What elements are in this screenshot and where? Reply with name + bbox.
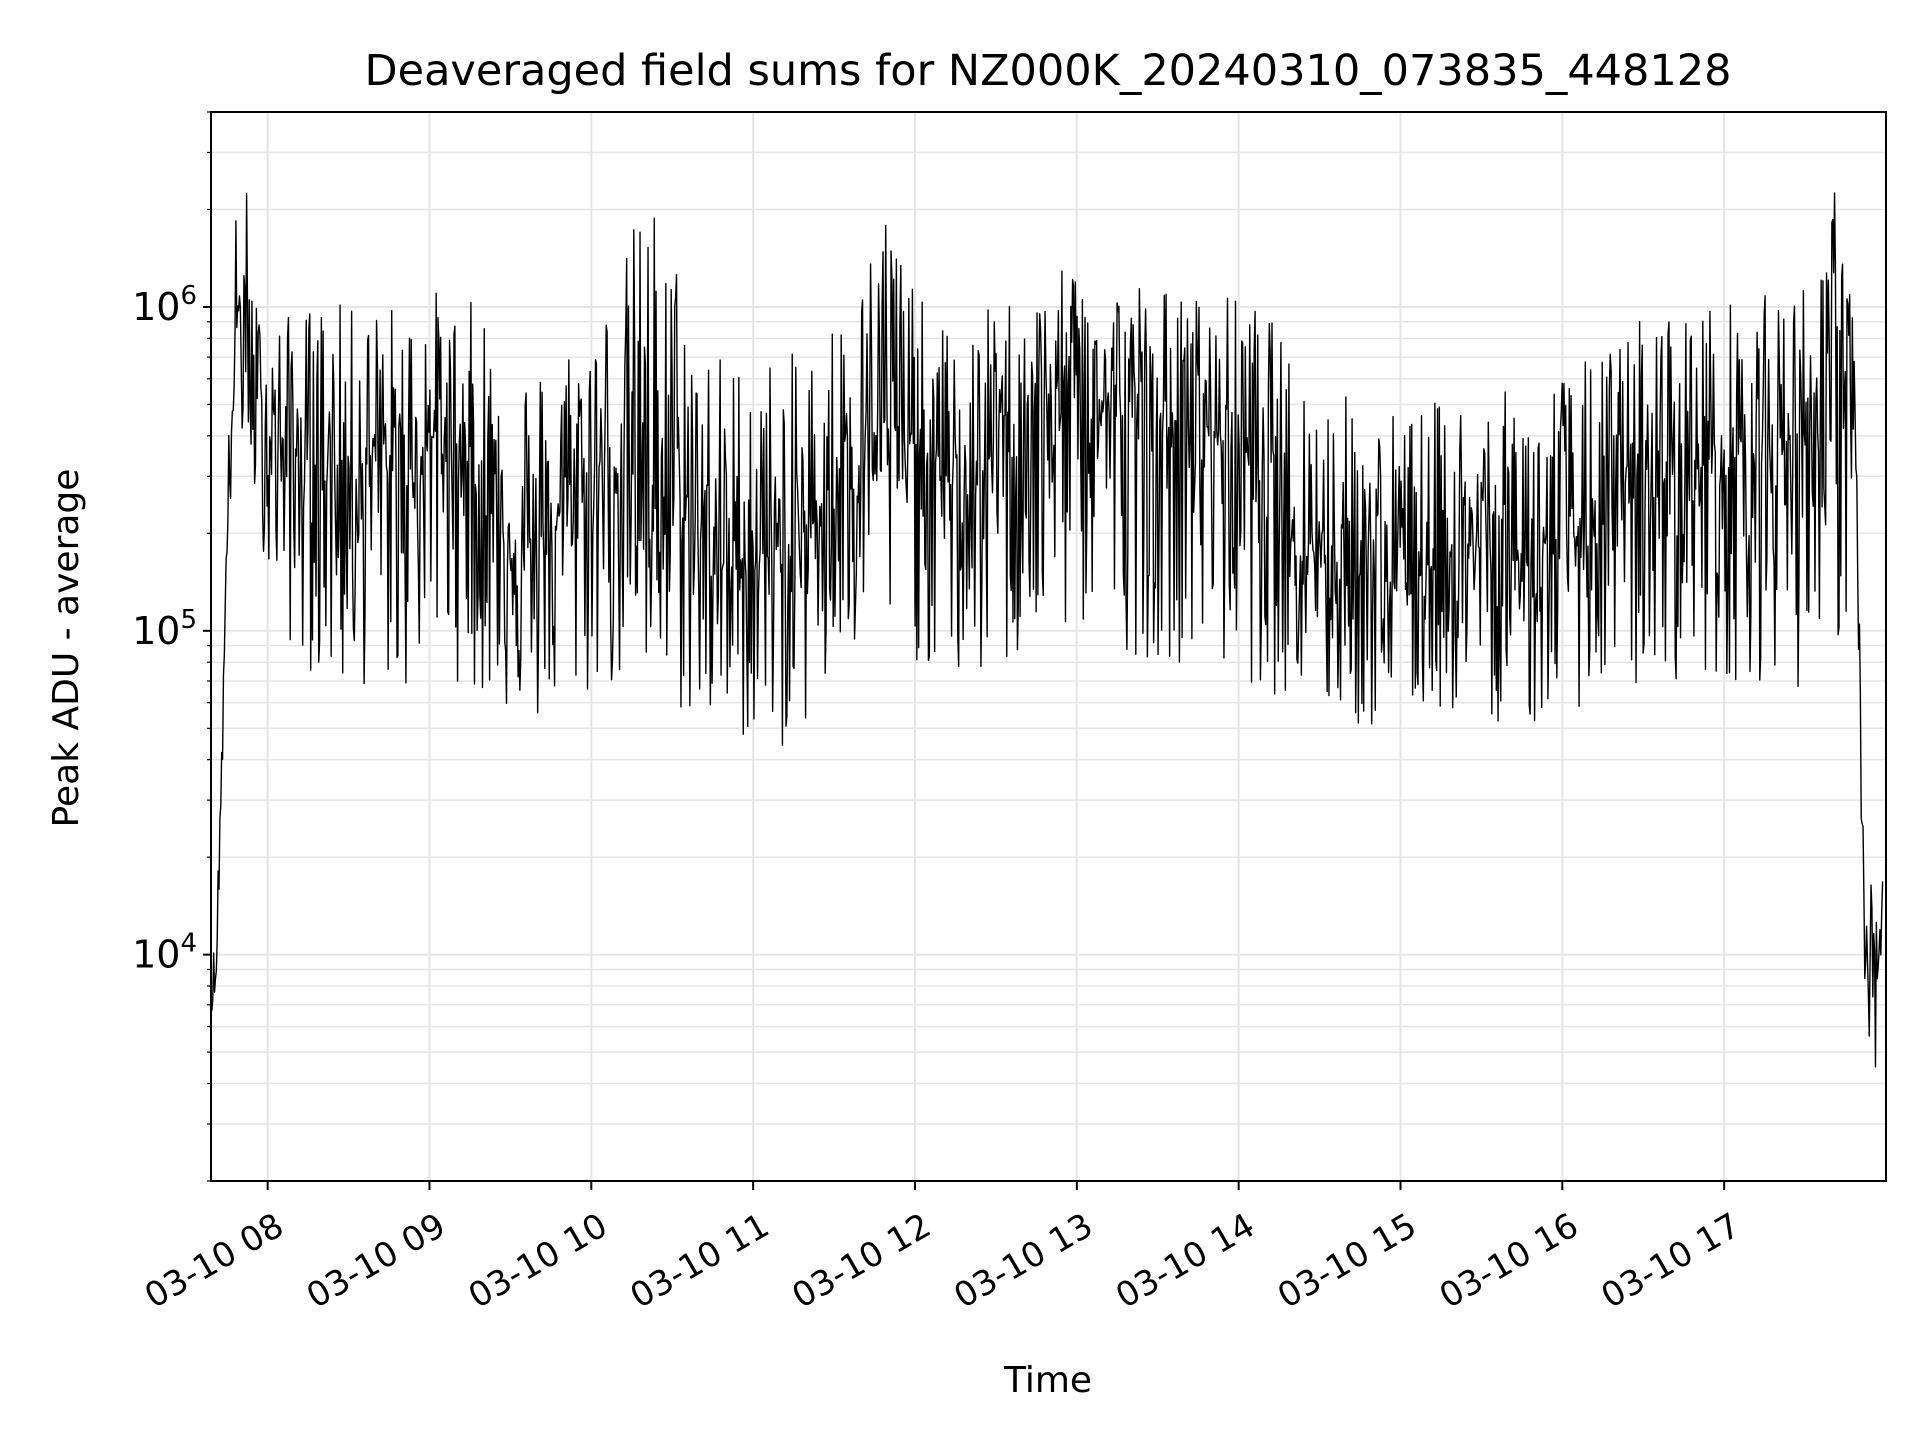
series-line-0: [210, 192, 1884, 1068]
y-tick-label: 106: [132, 281, 197, 329]
y-tick-label: 105: [132, 605, 197, 653]
plot-frame: [210, 111, 1887, 1182]
y-axis: 104 105 106: [132, 111, 211, 1182]
y-axis-label: Peak ADU - average: [46, 469, 87, 828]
x-axis-label: Time: [1003, 1360, 1092, 1401]
series-layer: [210, 192, 1884, 1068]
chart-title: Deaveraged field sums for NZ000K_2024031…: [365, 46, 1732, 96]
y-tick-label: 104: [132, 929, 197, 977]
